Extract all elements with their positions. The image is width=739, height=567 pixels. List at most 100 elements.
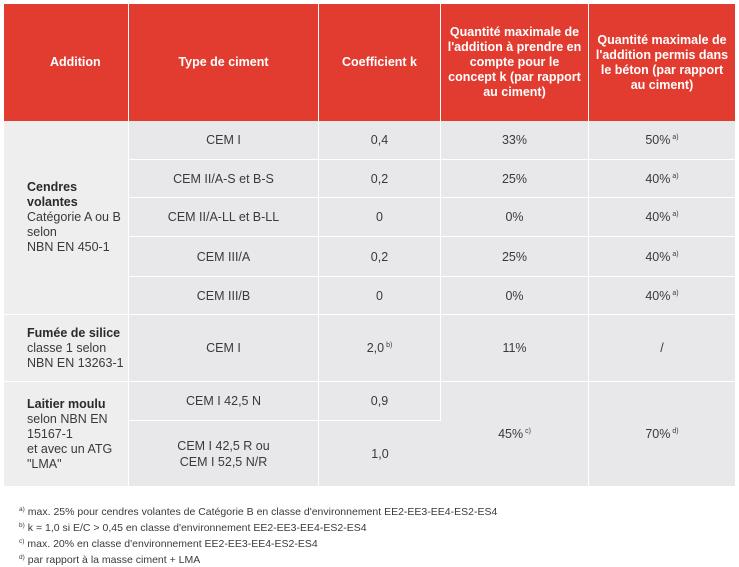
footnote-ref: a)	[672, 250, 679, 258]
qty-k-cell: 0%	[441, 198, 589, 237]
header-row: Addition Type de ciment Coefficient k Qu…	[4, 4, 735, 121]
footnote-ref: b)	[386, 342, 393, 349]
k-value: 0,2	[370, 249, 389, 264]
footnote-text: par rapport à la masse ciment + LMA	[27, 554, 201, 566]
table-row: Fumée de silice classe 1 selon NBN EN 13…	[4, 315, 735, 382]
cement-type-line: CEM I 52,5 N/R	[179, 454, 268, 469]
qty-max-value: 50%	[645, 133, 671, 147]
qty-max-value: 40%	[645, 171, 671, 186]
addition-name: Fumée de silice	[27, 325, 121, 340]
footnote-mark: a)	[19, 506, 25, 513]
k-value: 0,9	[370, 394, 389, 408]
cement-type-cell: CEM I	[129, 121, 319, 160]
table-row: CEM III/B 0 0% 40% a)	[4, 277, 735, 315]
qty-k-value: 0%	[505, 210, 524, 224]
footnotes: a) max. 25% pour cendres volantes de Caté…	[19, 503, 497, 567]
footnote-text: max. 20% en classe d'environnement EE2-E…	[27, 538, 318, 550]
k-value: 1,0	[371, 446, 389, 461]
footnote-ref: c)	[525, 428, 531, 435]
qty-max-cell: 40% a)	[589, 198, 735, 237]
qty-max-cell: /	[589, 315, 735, 382]
header-addition: Addition	[4, 4, 129, 121]
addition-desc-line: NBN EN 13263-1	[27, 355, 124, 370]
footnote-mark: d)	[19, 554, 25, 561]
footnote-mark: b)	[19, 522, 25, 529]
k-value: 0,4	[370, 133, 389, 147]
qty-k-value: 11%	[502, 341, 527, 355]
k-value-cell: 1,0	[319, 421, 441, 487]
k-value: 0	[376, 288, 383, 303]
header-cement-type: Type de ciment	[129, 4, 319, 121]
k-value-cell: 2,0 b)	[319, 315, 441, 382]
footnote-mark: c)	[19, 538, 25, 545]
addition-name: Cendres volantes	[27, 180, 78, 209]
table-row: CEM II/A-S et B-S 0,2 25% 40% a)	[4, 160, 735, 198]
k-value: 2,0	[366, 341, 385, 355]
cement-type-cell: CEM I 42,5 R ou CEM I 52,5 N/R	[129, 421, 319, 487]
qty-k-cell: 25%	[441, 237, 589, 277]
qty-k-value: 33%	[501, 133, 528, 147]
qty-k-cell: 33%	[441, 121, 589, 160]
cement-type-cell: CEM II/A-S et B-S	[129, 160, 319, 198]
qty-k-value: 45%	[498, 427, 524, 441]
k-value-cell: 0,4	[319, 121, 441, 160]
header-qty-max: Quantité maximale de l'addition permis d…	[589, 4, 735, 121]
qty-k-value: 25%	[501, 171, 528, 186]
table-row: CEM I 42,5 R ou CEM I 52,5 N/R 1,0	[4, 421, 735, 487]
table-row: Laitier moulu selon NBN EN 15167-1 et av…	[4, 382, 735, 487]
qty-max-cell: 40% a)	[589, 160, 735, 198]
qty-max-value: 40%	[645, 249, 671, 264]
cement-type-cell: CEM III/A	[129, 237, 319, 277]
addition-table: Addition Type de ciment Coefficient k Qu…	[4, 4, 735, 487]
qty-k-value: 0%	[505, 288, 524, 303]
qty-max-value: /	[660, 341, 664, 355]
footnote-ref: a)	[672, 134, 679, 141]
qty-max-cell: 40% a)	[589, 237, 735, 277]
addition-desc-line: NBN EN 450-1	[27, 240, 110, 254]
footnote: c) max. 20% en classe d'environnement EE2…	[19, 535, 497, 551]
addition-desc-line: classe 1 selon	[27, 340, 107, 355]
footnote-ref: a)	[672, 289, 679, 297]
footnote-text: k = 1,0 si E/C > 0,45 en classe d'enviro…	[27, 522, 367, 534]
cement-type-cell: CEM I 42,5 N	[129, 382, 319, 421]
footnote: a) max. 25% pour cendres volantes de Caté…	[19, 503, 497, 519]
footnote-ref: d)	[672, 428, 679, 435]
header-coefficient-k: Coefficient k	[319, 4, 441, 121]
table-row: CEM II/A-LL et B-LL 0 0% 40% a)	[4, 198, 735, 237]
footnote: d) par rapport à la masse ciment + LMA	[19, 551, 497, 567]
footnote-text: max. 25% pour cendres volantes de Catégo…	[27, 506, 498, 518]
cement-type-cell: CEM I	[129, 315, 319, 382]
qty-k-cell: 0%	[441, 277, 589, 315]
addition-desc-line: "LMA"	[27, 456, 62, 471]
footnote-ref: a)	[672, 211, 679, 218]
footnote-ref: a)	[672, 172, 679, 180]
addition-desc-line: 15167-1	[27, 426, 73, 441]
qty-max-cell: 50% a)	[589, 121, 735, 160]
header-qty-k-concept: Quantité maximale de l'addition à prendr…	[441, 4, 589, 121]
k-value-cell: 0	[319, 198, 441, 237]
k-value-cell: 0,9	[319, 382, 441, 421]
k-value: 0,2	[370, 171, 389, 186]
cement-type-cell: CEM II/A-LL et B-LL	[129, 198, 319, 237]
qty-k-cell: 11%	[441, 315, 589, 382]
addition-desc-line: et avec un ATG	[27, 441, 113, 456]
addition-cell-silica-fume: Fumée de silice classe 1 selon NBN EN 13…	[4, 315, 129, 382]
k-value-cell: 0,2	[319, 160, 441, 198]
qty-max-cell: 40% a)	[589, 277, 735, 315]
qty-k-cell: 45% c)	[441, 382, 589, 487]
footnote: b) k = 1,0 si E/C > 0,45 en classe d'envi…	[19, 519, 497, 535]
addition-cell-slag: Laitier moulu selon NBN EN 15167-1 et av…	[4, 382, 129, 487]
addition-desc-line: selon NBN EN	[27, 411, 108, 426]
addition-name: Laitier moulu	[27, 396, 106, 411]
qty-k-value: 25%	[501, 249, 528, 264]
table-row: Cendres volantes Catégorie A ou B selon …	[4, 121, 735, 315]
cement-type-line: CEM I 42,5 R ou	[177, 438, 270, 453]
addition-cell-fly-ash: Cendres volantes Catégorie A ou B selon …	[4, 121, 129, 315]
qty-max-cell: 70% d)	[589, 382, 735, 487]
qty-max-value: 40%	[645, 210, 671, 224]
qty-k-cell: 25%	[441, 160, 589, 198]
qty-max-value: 40%	[645, 288, 671, 303]
addition-desc-line: selon	[27, 225, 57, 239]
qty-max-value: 70%	[645, 427, 671, 441]
